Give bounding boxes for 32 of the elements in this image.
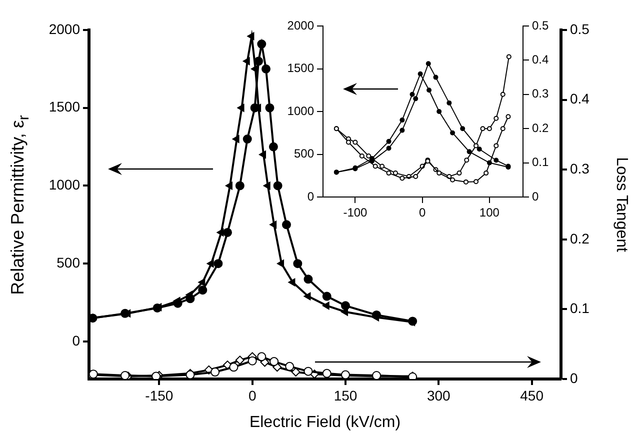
x-tick-label: 300 <box>426 387 451 404</box>
y-tick-label: 1500 <box>48 98 80 115</box>
x-tick-label: 450 <box>520 387 544 404</box>
y2-tick-label: 0.4 <box>570 90 590 107</box>
x-tick-label: 0 <box>248 387 256 404</box>
y2-tick-label: 0 <box>570 370 578 386</box>
y-tick-label: 0 <box>72 332 80 348</box>
x-tick-label: -100 <box>343 206 368 220</box>
y2-tick-label: 0.3 <box>532 86 550 101</box>
x-tick-label: 150 <box>334 387 358 404</box>
y2-tick-label: 0.1 <box>570 300 590 316</box>
y2-tick-label: 0.3 <box>570 160 590 176</box>
x-tick-label: 0 <box>418 206 426 220</box>
x-tick-label: 100 <box>479 206 500 220</box>
y2-tick-label: 0.5 <box>570 20 590 37</box>
y-tick-label: 0 <box>307 189 314 204</box>
y2-tick-label: 0 <box>532 189 539 204</box>
y2-tick-label: 0.5 <box>532 18 550 32</box>
y-tick-label: 1000 <box>287 104 314 118</box>
y-tick-label: 1500 <box>287 61 314 76</box>
y2-tick-label: 0.2 <box>532 120 550 135</box>
y-tick-label: 1000 <box>48 176 80 193</box>
y2-axis-title: Loss Tangent <box>612 157 630 252</box>
y-tick-label: 500 <box>294 146 314 161</box>
y2-tick-label: 0.2 <box>570 230 590 246</box>
y-tick-label: 2000 <box>287 18 314 32</box>
x-axis-title: Electric Field (kV/cm) <box>249 414 401 431</box>
y-tick-label: 2000 <box>48 20 80 37</box>
y-tick-label: 500 <box>56 254 80 270</box>
y2-tick-label: 0.1 <box>532 155 550 170</box>
y2-tick-label: 0.4 <box>532 52 550 67</box>
x-tick-label: -150 <box>145 387 174 404</box>
